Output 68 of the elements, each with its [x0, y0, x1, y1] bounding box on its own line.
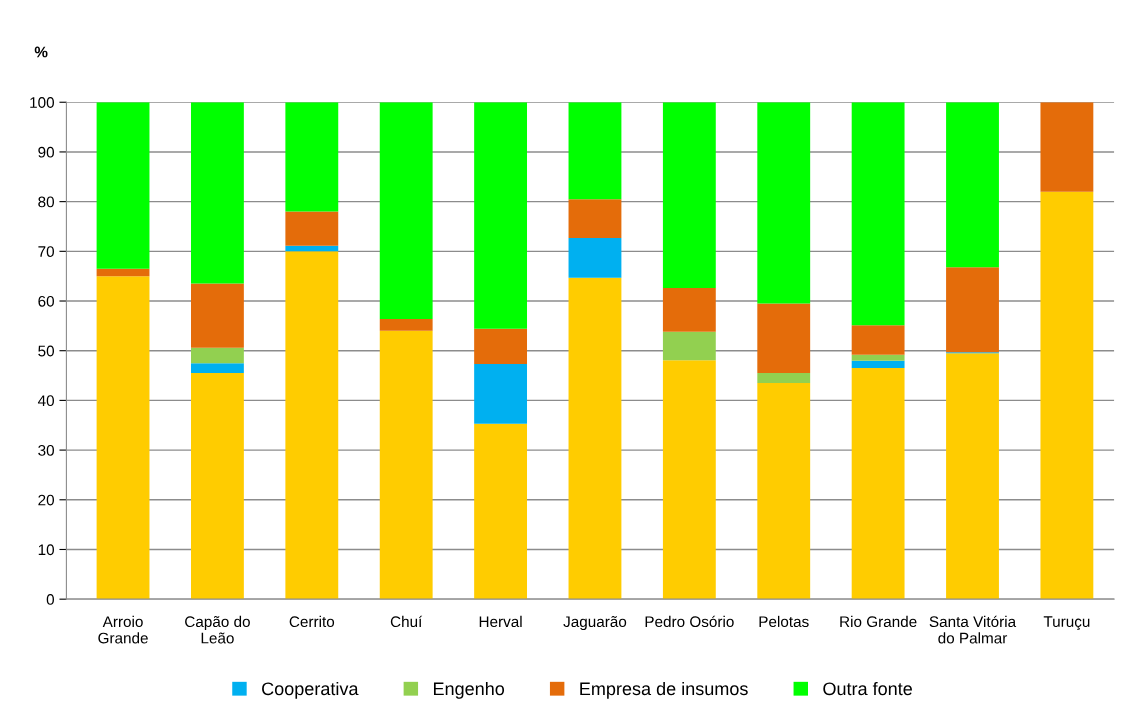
bar	[757, 373, 811, 384]
bar	[757, 303, 811, 374]
bar	[191, 347, 244, 364]
bar	[662, 102, 716, 289]
bar	[568, 237, 622, 278]
bar	[1040, 102, 1094, 192]
y-tick-label: 30	[38, 444, 55, 456]
legend-label: Cooperativa	[262, 681, 359, 699]
bar	[474, 364, 528, 424]
x-tick-label: Herval	[479, 615, 522, 628]
x-tick-label: Pelotas	[759, 615, 809, 628]
bar	[379, 330, 433, 600]
bar	[285, 211, 339, 246]
bar	[96, 276, 150, 600]
bar	[757, 102, 811, 304]
bar	[285, 102, 339, 212]
x-tick-label: Pedro Osório	[645, 615, 734, 628]
x-tick-label: Arroio Grande	[98, 615, 148, 644]
x-tick-label: Santa Vitória do Palmar	[929, 615, 1017, 644]
bar	[568, 102, 622, 200]
y-tick-label: 60	[38, 295, 55, 307]
y-tick-label: 20	[38, 494, 55, 506]
bar	[474, 102, 528, 329]
y-tick-label: 0	[46, 594, 55, 605]
bar	[662, 288, 716, 332]
bar	[946, 102, 999, 268]
bar	[474, 328, 528, 365]
y-axis-title: %	[34, 46, 48, 58]
bar	[851, 102, 905, 326]
bar	[96, 268, 150, 277]
x-tick-label: Chuí	[390, 615, 423, 628]
bar	[285, 251, 339, 600]
y-tick-label: 100	[30, 97, 55, 108]
y-tick-label: 50	[38, 345, 55, 357]
bar	[474, 423, 528, 600]
y-tick-label: 40	[37, 395, 55, 407]
bar	[379, 102, 433, 319]
bar	[757, 383, 811, 600]
x-tick-label: Turuçu	[1043, 616, 1090, 631]
bar	[662, 360, 716, 600]
bar	[1040, 191, 1094, 600]
bar	[191, 373, 244, 600]
y-tick-label: 80	[38, 196, 55, 208]
bar	[96, 102, 150, 269]
bar	[191, 102, 244, 284]
x-tick-label: Capão do Leão	[185, 615, 250, 644]
bar	[568, 277, 622, 600]
legend-label: Engenho	[433, 681, 505, 699]
legend-label: Empresa de insumos	[580, 681, 748, 699]
legend-label: Outra fonte	[823, 681, 912, 696]
y-tick-label: 70	[38, 246, 55, 258]
bar	[191, 283, 244, 348]
bar	[851, 360, 905, 369]
x-tick-label: Cerrito	[289, 615, 335, 628]
x-tick-label: Rio Grande	[840, 615, 917, 628]
bar	[851, 325, 905, 355]
y-tick-label: 10	[38, 544, 55, 556]
bar	[379, 318, 433, 331]
bar	[568, 199, 622, 238]
y-tick-label: 90	[38, 146, 55, 158]
bar	[662, 331, 716, 361]
x-tick-label: Jaguarão	[563, 615, 627, 631]
bar	[851, 354, 905, 361]
bar	[191, 363, 244, 374]
bar	[851, 368, 905, 600]
bar	[285, 245, 339, 252]
bar	[946, 267, 999, 353]
bar	[946, 353, 999, 600]
